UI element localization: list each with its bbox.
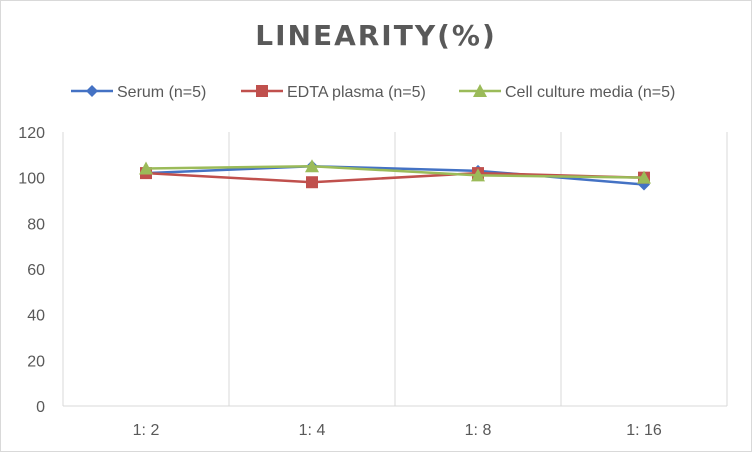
- legend-entry: Serum (n=5): [71, 84, 206, 101]
- legend-label: EDTA plasma (n=5): [287, 84, 426, 101]
- legend-entry: EDTA plasma (n=5): [241, 84, 426, 101]
- axes: 0 20 40 60 80 100 120 1: 2 1: 4 1: 8 1: 16: [18, 125, 727, 439]
- series-3: [139, 159, 651, 184]
- y-tick-label: 20: [27, 353, 45, 370]
- legend-entry: Cell culture media (n=5): [459, 84, 675, 101]
- data-point: [471, 168, 485, 182]
- legend-marker: [256, 85, 268, 97]
- y-tick-label: 120: [18, 125, 45, 142]
- x-tick-label: 1: 4: [299, 422, 326, 439]
- x-tick-label: 1: 16: [626, 422, 662, 439]
- chart-title: LINEARITY(%): [255, 19, 497, 52]
- legend: Serum (n=5) EDTA plasma (n=5) Cell culture…: [71, 84, 675, 101]
- y-tick-label: 40: [27, 308, 45, 325]
- legend-label: Serum (n=5): [117, 84, 206, 101]
- legend-marker: [86, 85, 98, 97]
- y-tick-label: 60: [27, 262, 45, 279]
- data-point: [139, 161, 153, 175]
- data-point: [305, 159, 319, 173]
- y-tick-label: 100: [18, 171, 45, 188]
- x-tick-label: 1: 8: [465, 422, 492, 439]
- y-tick-label: 80: [27, 216, 45, 233]
- legend-marker: [473, 84, 487, 97]
- data-point: [637, 170, 651, 184]
- legend-label: Cell culture media (n=5): [505, 84, 675, 101]
- y-tick-label: 0: [36, 399, 45, 416]
- data-point: [306, 176, 318, 189]
- series-line: [145, 165, 645, 179]
- x-tick-label: 1: 2: [133, 422, 160, 439]
- series-layer: [139, 159, 651, 191]
